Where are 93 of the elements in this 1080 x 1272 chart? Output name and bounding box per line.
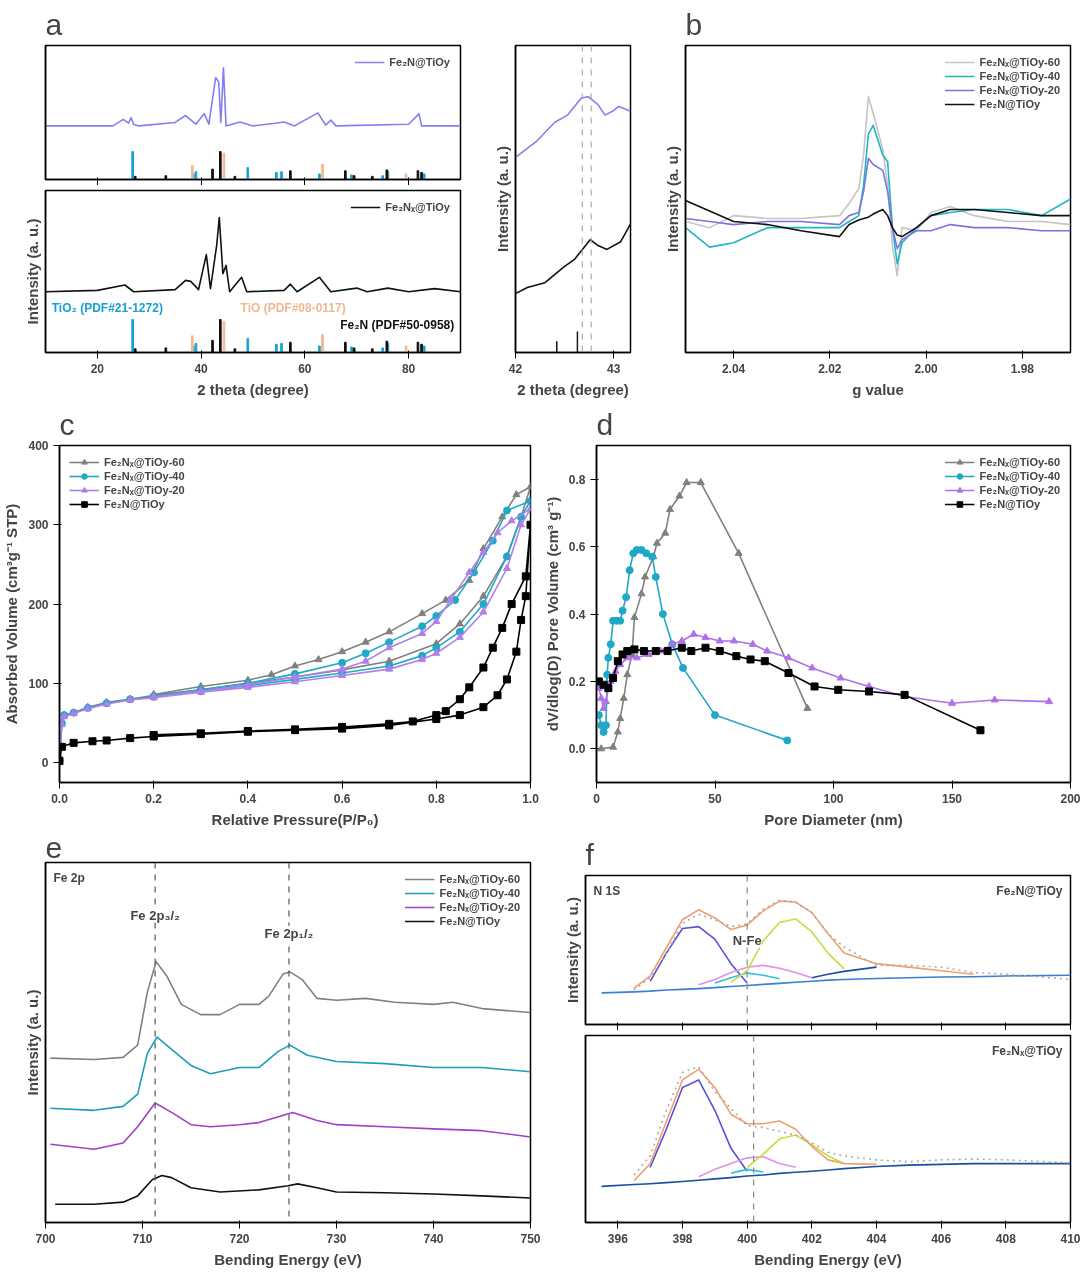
x-tick-label: 20 bbox=[90, 361, 105, 376]
chart-title: d bbox=[596, 407, 614, 441]
x-tick-label: 2.04 bbox=[721, 361, 746, 376]
x-tick-label: 402 bbox=[801, 1231, 823, 1246]
x-tick-label: 750 bbox=[520, 1231, 541, 1246]
y-axis-title: Intensity (a. u.) bbox=[563, 897, 581, 1003]
legend-label: Fe₂Nₓ@TiOy-60 bbox=[104, 455, 185, 469]
x-tick-label: 1.0 bbox=[522, 791, 540, 806]
text: Fe₂N@TiOy bbox=[996, 883, 1063, 898]
x-axis-title: Relative Pressure(P/P₀) bbox=[211, 810, 379, 828]
x-tick-label: 60 bbox=[298, 361, 312, 376]
legend-label: Fe₂Nₓ@TiOy-20 bbox=[979, 83, 1060, 97]
x-tick-label: 700 bbox=[35, 1231, 56, 1246]
x-axis-title: Bending Energy (eV) bbox=[754, 1250, 902, 1268]
x-tick-label: 150 bbox=[941, 791, 963, 806]
y-tick-label: 300 bbox=[28, 518, 49, 533]
x-tick-label: 1.98 bbox=[1010, 361, 1035, 376]
legend-label: Fe₂Nₓ@TiOy-20 bbox=[979, 483, 1060, 497]
x-tick-label: 80 bbox=[401, 361, 416, 376]
y-tick-label: 0 bbox=[41, 756, 49, 771]
y-tick-label: 0.4 bbox=[568, 607, 586, 622]
x-tick-label: 2.00 bbox=[914, 361, 939, 376]
y-tick-label: 100 bbox=[28, 676, 49, 691]
text: N 1S bbox=[593, 883, 621, 898]
x-tick-label: 720 bbox=[229, 1231, 250, 1246]
x-axis-title: 2 theta (degree) bbox=[517, 380, 629, 398]
x-tick-label: 400 bbox=[737, 1231, 758, 1246]
x-tick-label: 0.0 bbox=[51, 791, 69, 806]
x-tick-label: 0.4 bbox=[239, 791, 257, 806]
legend-label: Fe₂N@TiOy bbox=[439, 914, 501, 928]
legend-label: Fe₂N@TiOy bbox=[979, 497, 1041, 511]
y-axis-title: Intensity (a. u.) bbox=[663, 146, 681, 252]
x-tick-label: 410 bbox=[1060, 1231, 1080, 1246]
x-tick-label: 404 bbox=[866, 1231, 887, 1246]
series-label: TiO (PDF#08-0117) bbox=[240, 300, 346, 315]
legend-label: Fe₂N@TiOy bbox=[104, 497, 165, 511]
x-tick-label: 0.8 bbox=[427, 791, 445, 806]
x-tick-label: 740 bbox=[423, 1231, 444, 1246]
y-axis-title: Intensity (a. u.) bbox=[23, 218, 41, 325]
legend-label: Fe₂Nₓ@TiOy-60 bbox=[979, 455, 1060, 469]
annotation: Fe 2p₃/₂ bbox=[130, 907, 181, 923]
x-tick-label: 408 bbox=[995, 1231, 1017, 1246]
chart-title: f bbox=[585, 837, 595, 871]
legend-label: Fe₂Nₓ@TiOy bbox=[385, 200, 450, 214]
y-axis-title: dV/dlog(D) Pore Volume (cm³ g⁻¹) bbox=[543, 496, 561, 732]
chart-title: b bbox=[685, 7, 703, 41]
x-tick-label: 40 bbox=[194, 361, 209, 376]
legend-label: Fe₂Nₓ@TiOy-40 bbox=[979, 469, 1060, 483]
text: Fe₂Nₓ@TiOy bbox=[991, 1043, 1063, 1058]
y-tick-label: 400 bbox=[28, 439, 49, 453]
text: Fe 2p bbox=[53, 870, 85, 885]
text: TiO₂ (PDF#21-1272) bbox=[51, 300, 163, 315]
legend-label: Fe₂N@TiOy bbox=[389, 55, 450, 69]
series-label: Fe₂N (PDF#50-0958) bbox=[340, 318, 455, 333]
y-tick-label: 200 bbox=[28, 597, 49, 612]
legend-label: Fe₂Nₓ@TiOy-20 bbox=[439, 900, 520, 914]
y-tick-label: 0.2 bbox=[568, 674, 586, 689]
x-tick-label: 50 bbox=[708, 791, 722, 806]
y-tick-label: 0.0 bbox=[568, 742, 586, 757]
x-tick-label: 396 bbox=[607, 1231, 629, 1246]
y-axis-title: Absorbed Volume (cm³g⁻¹ STP) bbox=[3, 503, 21, 725]
legend-label: Fe₂Nₓ@TiOy-60 bbox=[439, 872, 520, 886]
x-axis-title: g value bbox=[852, 380, 904, 398]
legend-label: Fe₂Nₓ@TiOy-40 bbox=[979, 69, 1060, 83]
x-tick-label: 42 bbox=[508, 361, 523, 376]
y-axis-title: Intensity (a. u.) bbox=[23, 989, 41, 1096]
x-tick-label: 710 bbox=[132, 1231, 153, 1246]
legend-label: Fe₂Nₓ@TiOy-40 bbox=[104, 469, 185, 483]
x-axis-title: 2 theta (degree) bbox=[197, 380, 309, 398]
legend-label: Fe₂Nₓ@TiOy-20 bbox=[104, 483, 185, 497]
x-tick-label: 398 bbox=[672, 1231, 693, 1246]
chart-title: e bbox=[45, 830, 63, 864]
x-tick-label: 730 bbox=[326, 1231, 347, 1246]
y-tick-label: 0.8 bbox=[568, 472, 586, 487]
x-tick-label: 0.6 bbox=[333, 791, 351, 806]
legend-label: Fe₂Nₓ@TiOy-40 bbox=[439, 886, 520, 900]
x-tick-label: 2.02 bbox=[818, 361, 842, 376]
x-tick-label: 100 bbox=[823, 791, 844, 806]
annotation: Fe 2p₁/₂ bbox=[264, 925, 314, 941]
x-tick-label: 406 bbox=[931, 1231, 952, 1246]
chart-title: a bbox=[45, 7, 63, 41]
x-tick-label: 43 bbox=[607, 361, 621, 376]
x-tick-label: 0 bbox=[593, 791, 601, 806]
x-tick-label: 0.2 bbox=[145, 791, 163, 806]
x-axis-title: Bending Energy (eV) bbox=[214, 1250, 362, 1268]
x-axis-title: Pore Diameter (nm) bbox=[764, 810, 903, 828]
annotation: N-Fe bbox=[732, 932, 762, 948]
x-tick-label: 200 bbox=[1060, 791, 1080, 806]
chart-title: c bbox=[59, 407, 75, 441]
y-tick-label: 0.6 bbox=[568, 540, 586, 555]
y-axis-title: Intensity (a. u.) bbox=[493, 146, 511, 252]
legend-label: Fe₂N@TiOy bbox=[979, 97, 1041, 111]
legend-label: Fe₂Nₓ@TiOy-60 bbox=[979, 55, 1060, 69]
